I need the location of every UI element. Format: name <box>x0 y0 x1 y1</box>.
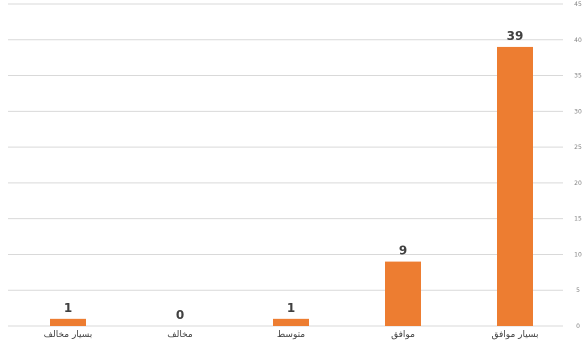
bar <box>385 261 421 326</box>
data-label: 0 <box>176 308 184 322</box>
y-tick-label: 0 <box>576 323 580 330</box>
y-axis-ticks: 0 5 10 15 20 25 30 35 40 45 <box>574 1 582 330</box>
y-tick-label: 30 <box>574 108 582 115</box>
x-axis-ticks: بسيار موافق موافق متوسط مخالف بسيار مخالف <box>44 330 539 340</box>
bar <box>273 318 309 326</box>
y-tick-label: 25 <box>574 144 582 151</box>
data-label: 1 <box>287 301 295 315</box>
x-tick-label: متوسط <box>277 330 305 340</box>
data-label: 39 <box>507 29 524 43</box>
gridlines <box>8 3 563 327</box>
bar <box>497 46 533 326</box>
bar <box>50 318 86 326</box>
y-tick-label: 20 <box>574 180 582 187</box>
y-tick-label: 35 <box>574 73 582 80</box>
y-tick-label: 5 <box>576 287 580 294</box>
data-labels: 39 9 1 0 1 <box>64 29 524 322</box>
y-tick-label: 10 <box>574 251 582 258</box>
x-tick-label: موافق <box>391 330 415 340</box>
y-tick-label: 40 <box>574 37 582 44</box>
y-tick-label: 45 <box>574 1 582 8</box>
x-tick-label: بسيار مخالف <box>44 330 93 340</box>
bars <box>50 46 533 326</box>
y-tick-label: 15 <box>574 216 582 223</box>
x-tick-label: مخالف <box>167 330 193 340</box>
x-tick-label: بسيار موافق <box>492 330 539 340</box>
data-label: 9 <box>399 244 407 258</box>
data-label: 1 <box>64 301 72 315</box>
